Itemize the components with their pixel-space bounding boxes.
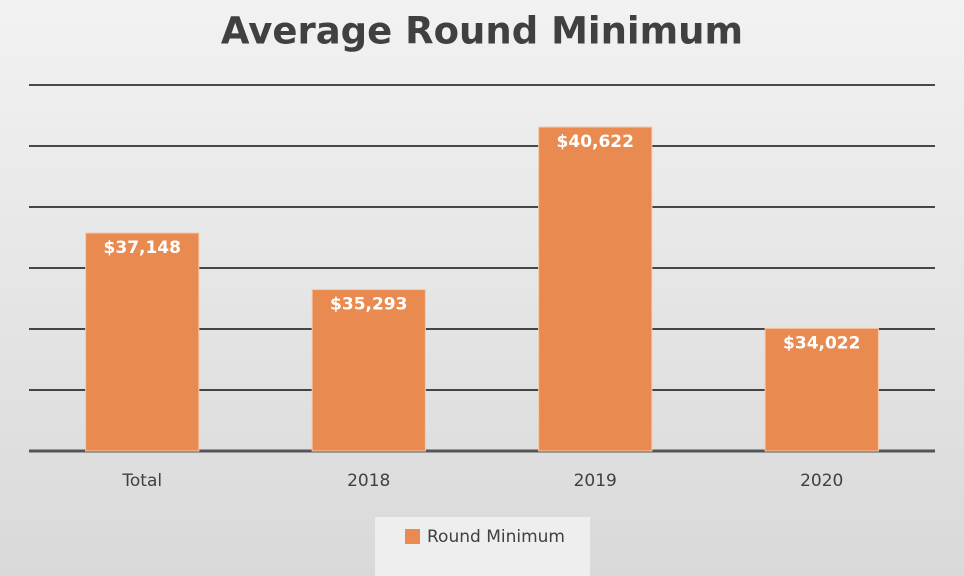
bar	[538, 126, 653, 452]
legend-box	[375, 517, 590, 576]
legend-label: Round Minimum	[427, 527, 565, 547]
bar	[764, 327, 879, 452]
chart-title: Average Round Minimum	[221, 10, 743, 53]
data-label: $35,293	[330, 295, 407, 315]
bar	[85, 232, 200, 452]
data-label: $40,622	[557, 132, 634, 152]
data-label: $37,148	[104, 238, 181, 258]
x-tick-label: Total	[121, 471, 162, 491]
bar	[311, 289, 426, 452]
legend-swatch	[405, 529, 420, 544]
x-tick-label: 2020	[800, 471, 843, 491]
data-label: $34,022	[783, 333, 860, 353]
x-tick-label: 2019	[574, 471, 617, 491]
x-tick-label: 2018	[347, 471, 390, 491]
